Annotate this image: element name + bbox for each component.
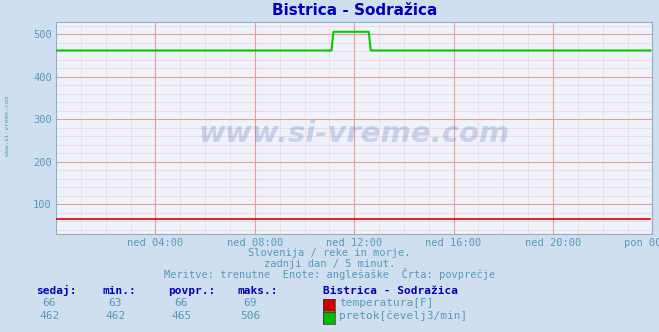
Text: pretok[čevelj3/min]: pretok[čevelj3/min] <box>339 311 468 321</box>
Text: 69: 69 <box>244 298 257 308</box>
Text: 465: 465 <box>171 311 191 321</box>
Text: Bistrica - Sodražica: Bistrica - Sodražica <box>323 286 458 296</box>
Text: zadnji dan / 5 minut.: zadnji dan / 5 minut. <box>264 259 395 269</box>
Text: www.si-vreme.com: www.si-vreme.com <box>198 120 510 148</box>
Text: 66: 66 <box>43 298 56 308</box>
Text: 462: 462 <box>105 311 125 321</box>
Text: maks.:: maks.: <box>237 286 277 296</box>
Text: povpr.:: povpr.: <box>168 286 215 296</box>
Text: 66: 66 <box>175 298 188 308</box>
Text: sedaj:: sedaj: <box>36 285 76 296</box>
Text: 462: 462 <box>40 311 59 321</box>
Text: Slovenija / reke in morje.: Slovenija / reke in morje. <box>248 248 411 258</box>
Text: min.:: min.: <box>102 286 136 296</box>
Text: www.si-vreme.com: www.si-vreme.com <box>5 96 11 156</box>
Text: 506: 506 <box>241 311 260 321</box>
Text: Meritve: trenutne  Enote: anglešaške  Črta: povprečje: Meritve: trenutne Enote: anglešaške Črta… <box>164 268 495 280</box>
Text: temperatura[F]: temperatura[F] <box>339 298 434 308</box>
Title: Bistrica - Sodražica: Bistrica - Sodražica <box>272 3 437 18</box>
Text: 63: 63 <box>109 298 122 308</box>
